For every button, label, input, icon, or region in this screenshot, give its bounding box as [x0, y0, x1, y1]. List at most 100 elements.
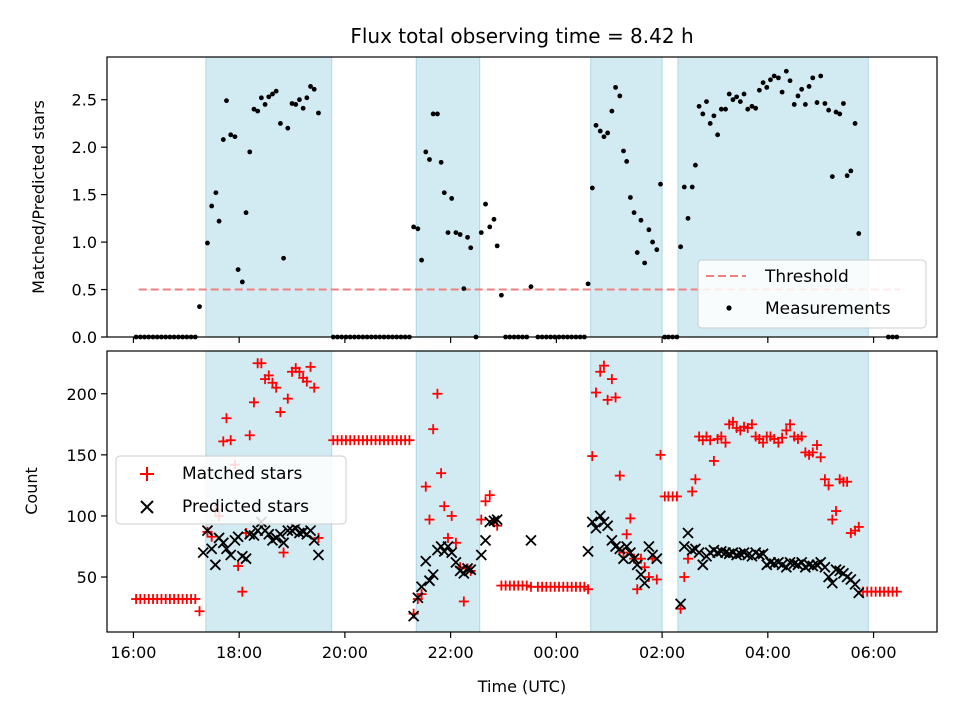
measurement-point [696, 103, 702, 109]
matched-star-point [853, 521, 864, 532]
predicted-star-point [225, 549, 237, 561]
top-y-tick-label: 0.0 [72, 328, 97, 347]
measurement-point [197, 304, 202, 310]
predicted-star-point [232, 531, 244, 543]
measurement-point [631, 210, 637, 216]
predicted-star-point [853, 587, 865, 599]
measurement-point [457, 232, 463, 237]
predicted-star-point [697, 559, 709, 571]
matched-star-point [301, 376, 312, 387]
predicted-star-point [488, 515, 500, 527]
measurement-point [255, 108, 261, 114]
matched-star-point [428, 424, 439, 435]
bottom-y-axis: 50 100 150 200 [66, 385, 107, 587]
measurement-point [491, 216, 497, 222]
predicted-star-point [624, 546, 637, 559]
bot-shaded-interval-1 [415, 350, 481, 633]
measurement-point [730, 97, 736, 103]
measurement-point [760, 80, 766, 86]
measurement-point [826, 107, 832, 113]
matched-star-point [606, 374, 617, 385]
matched-star-point [271, 382, 282, 393]
matched-star-point [587, 451, 598, 462]
measurement-point [411, 224, 417, 230]
measurement-point [756, 87, 762, 93]
predicted-star-point [830, 564, 842, 576]
measurement-point [281, 255, 286, 261]
measurement-point [776, 75, 781, 81]
measurement-point [609, 108, 615, 114]
measurement-point [848, 168, 854, 174]
measurement-point [251, 106, 257, 112]
measurement-point [617, 93, 623, 99]
measurement-point [707, 121, 713, 126]
matched-star-point [643, 572, 654, 583]
measurement-point [795, 93, 801, 99]
measurement-point [764, 84, 770, 90]
legend-threshold-label: Threshold [764, 267, 849, 287]
matched-star-point [891, 586, 902, 597]
matched-star-point [811, 440, 822, 451]
measurement-point [829, 174, 835, 179]
matched-star-point [746, 419, 757, 430]
measurement-point [650, 239, 655, 245]
measurement-point [435, 111, 440, 117]
top-panel: 0.0 0.5 1.0 1.5 2.0 2.5 Matched/Predicted sta… [29, 56, 938, 347]
measurement-point [852, 121, 858, 126]
matched-star-point [708, 455, 719, 466]
measurement-point [678, 244, 683, 250]
bot-shaded-interval-2 [590, 350, 663, 633]
matched-star-point [819, 474, 830, 485]
matched-star-point [221, 413, 232, 424]
predicted-star-point [304, 524, 317, 537]
x-tick-label: 00:00 [533, 643, 579, 662]
legend-measurements-swatch [726, 305, 732, 311]
measurement-point [833, 109, 839, 115]
predicted-star-point [639, 577, 651, 589]
measurement-point [216, 218, 222, 224]
measurement-point [258, 95, 264, 101]
predicted-star-point [450, 556, 462, 568]
measurement-point [841, 101, 846, 106]
x-axis-label: Time (UTC) [477, 677, 566, 696]
measurement-point [235, 267, 241, 273]
predicted-star-point [582, 545, 594, 558]
measurement-point [311, 86, 317, 92]
measurement-point [468, 245, 474, 251]
measurement-point [220, 137, 226, 142]
x-tick-label: 16:00 [110, 643, 156, 662]
predicted-star-point [274, 528, 287, 540]
predicted-star-point [643, 540, 655, 553]
predicted-star-point [442, 540, 454, 553]
measurement-point [613, 84, 618, 90]
predicted-star-point [201, 524, 214, 537]
matched-star-point [591, 387, 602, 398]
measurement-point [753, 105, 759, 111]
top-y-tick-label: 0.5 [72, 281, 97, 300]
x-tick-label: 02:00 [639, 643, 685, 662]
predicted-star-point [693, 546, 705, 559]
predicted-star-point [628, 553, 640, 565]
matched-star-point [436, 468, 447, 479]
measurement-point [308, 84, 313, 89]
predicted-star-point [277, 537, 290, 549]
predicted-star-point [819, 561, 831, 573]
bottom-legend: Matched stars Predicted stars [115, 455, 347, 525]
measurement-point [224, 98, 229, 104]
measurement-point [715, 132, 721, 138]
matched-star-point [651, 574, 662, 585]
matched-star-point [727, 416, 738, 427]
top-shaded-interval-2 [590, 56, 663, 338]
matched-star-point [432, 388, 443, 399]
measurement-point [589, 185, 595, 191]
matched-star-point [598, 360, 609, 371]
predicted-star-point [220, 543, 233, 555]
measurement-point [585, 281, 591, 287]
matched-star-point [294, 366, 305, 377]
top-x-axis [132, 337, 875, 343]
matched-star-point [690, 474, 701, 485]
measurement-point [737, 99, 743, 105]
measurement-point [445, 230, 451, 235]
top-y-tick-label: 2.5 [72, 91, 97, 110]
